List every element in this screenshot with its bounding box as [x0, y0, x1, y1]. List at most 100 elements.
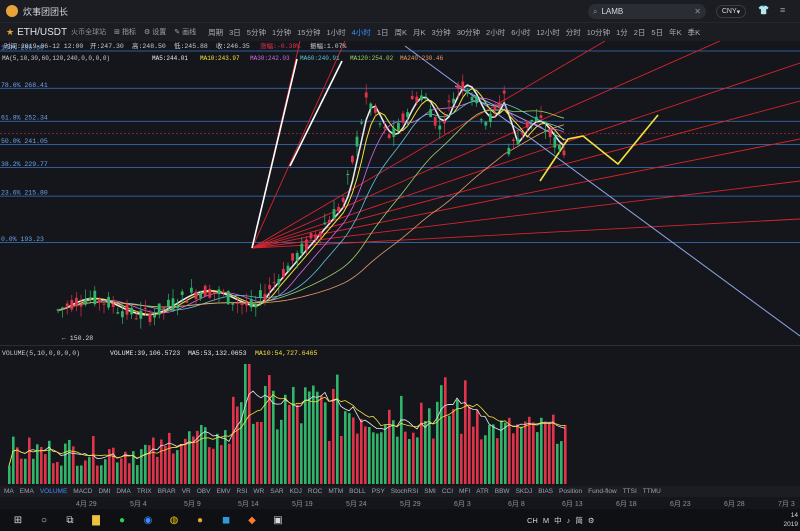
interval-10[interactable]: 3分钟	[431, 27, 451, 37]
app-dark-icon[interactable]: ▣	[273, 514, 283, 526]
volume-bar	[384, 424, 387, 484]
volume-bar	[264, 385, 267, 484]
indicator-tab-ema[interactable]: EMA	[19, 488, 34, 495]
indicator-tab-volume[interactable]: VOLUME	[39, 488, 68, 495]
interval-3[interactable]: 1分钟	[271, 27, 292, 37]
indicator-tab-mfi[interactable]: MFI	[459, 488, 471, 495]
tray-item[interactable]: ⚙	[587, 515, 595, 525]
currency-select[interactable]: CNY ▾	[716, 5, 746, 18]
windows-start-icon[interactable]: ⊞	[13, 514, 23, 526]
indicator-tab-roc[interactable]: ROC	[307, 488, 323, 495]
price-chart[interactable]: 100% 286.60 78.6% 268.41 61.8% 252.34 50.0%…	[0, 40, 800, 345]
clock[interactable]: 14 2019	[784, 511, 798, 529]
indicator-tab-obv[interactable]: OBV	[196, 488, 211, 495]
indicator-tab-boll[interactable]: BOLL	[349, 488, 366, 495]
indicator-tab-fund-flow[interactable]: Fund-flow	[588, 488, 617, 495]
volume-bar	[496, 438, 499, 484]
tray-item[interactable]: 简	[575, 515, 583, 525]
volume-bar	[424, 421, 427, 484]
indicator-tab-bbw[interactable]: BBW	[494, 488, 510, 495]
interval-18[interactable]: 2日	[633, 27, 646, 37]
interval-15[interactable]: 分时	[565, 27, 581, 37]
search-input[interactable]	[601, 7, 682, 16]
interval-17[interactable]: 1分	[616, 27, 628, 37]
app-orange-icon[interactable]: ◆	[248, 514, 256, 526]
pair-selector[interactable]: ★ ETH/USDT 火币全球站	[6, 27, 106, 38]
indicator-tab-sar[interactable]: SAR	[270, 488, 284, 495]
indicator-tab-stochrsi[interactable]: StochRSI	[390, 488, 419, 495]
interval-8[interactable]: 周K	[394, 27, 407, 37]
indicator-tab-ttsi[interactable]: TTSI	[622, 488, 637, 495]
tray-item[interactable]: ♪	[566, 515, 571, 525]
indicator-tab-cci[interactable]: CCI	[441, 488, 454, 495]
indicator-tab-ma[interactable]: MA	[4, 488, 14, 495]
browser-icon[interactable]: ◉	[143, 514, 153, 526]
search-icon[interactable]: ○	[40, 514, 48, 526]
interval-1[interactable]: 3日	[229, 27, 241, 37]
interval-2[interactable]: 5分钟	[246, 27, 266, 37]
draw-button[interactable]: ✎ 画线	[174, 27, 196, 37]
indicator-tab-brar[interactable]: BRAR	[157, 488, 176, 495]
interval-13[interactable]: 6小时	[511, 27, 531, 37]
search-box[interactable]: ⌕ ✕	[588, 4, 706, 19]
settings-button[interactable]: ⚙ 设置	[144, 27, 166, 37]
media-icon[interactable]: ●	[196, 514, 204, 526]
indicator-tab-bias[interactable]: BIAS	[538, 488, 554, 495]
indicator-tab-skdj[interactable]: SKDJ	[515, 488, 533, 495]
tray-item[interactable]: CH	[527, 515, 538, 525]
volume-bar	[200, 424, 203, 484]
volume-panel[interactable]: VOLUME(5,10,0,0,0,0) VOLUME:39,106.5723 …	[0, 345, 800, 485]
interval-4[interactable]: 15分钟	[297, 27, 321, 37]
interval-9[interactable]: 月K	[413, 27, 426, 37]
volume-bar	[120, 458, 123, 484]
volume-bar	[156, 456, 159, 484]
indicator-tab-atr[interactable]: ATR	[476, 488, 489, 495]
clear-icon[interactable]: ✕	[694, 7, 701, 16]
indicator-tab-macd[interactable]: MACD	[73, 488, 93, 495]
indicator-tab-dma[interactable]: DMA	[116, 488, 131, 495]
menu-icon[interactable]: ≡	[780, 5, 786, 15]
date-label: 7月 3	[778, 501, 795, 508]
interval-12[interactable]: 2小时	[486, 27, 506, 37]
indicator-tab-vr[interactable]: VR	[181, 488, 191, 495]
interval-19[interactable]: 5日	[651, 27, 664, 37]
indicator-tab-rsi[interactable]: RSI	[236, 488, 248, 495]
interval-0[interactable]: 周期	[208, 27, 224, 37]
candle-body	[144, 307, 147, 309]
chrome-icon[interactable]: ◍	[169, 514, 179, 526]
shirt-icon[interactable]: 👕	[758, 5, 770, 15]
candle-body	[65, 303, 69, 307]
interval-list: 周期 3日 5分钟 1分钟 15分钟 1小时 4小时 1日 周K 月K 3分钟 30分钟 2小时 6小时 1…	[208, 27, 700, 38]
indicator-tab-ttmu[interactable]: TTMU	[642, 488, 661, 495]
interval-5[interactable]: 1小时	[326, 27, 346, 37]
indicator-tab-smi[interactable]: SMI	[424, 488, 436, 495]
tray-item[interactable]: 中	[554, 515, 562, 525]
interval-16[interactable]: 10分钟	[586, 27, 611, 37]
indicator-tab-wr[interactable]: WR	[253, 488, 265, 495]
app-green-icon[interactable]: ●	[118, 514, 126, 526]
indicator-tab-dmi[interactable]: DMI	[98, 488, 111, 495]
indicator-tab-kdj[interactable]: KDJ	[289, 488, 302, 495]
star-icon[interactable]: ★	[6, 26, 15, 37]
volume-bar	[508, 417, 511, 484]
interval-6[interactable]: 4小时	[351, 27, 371, 37]
interval-20[interactable]: 年K	[669, 27, 682, 37]
tray-item[interactable]: M	[542, 515, 550, 525]
candle-body	[383, 127, 386, 129]
indicator-tab-trix[interactable]: TRIX	[136, 488, 152, 495]
indicator-tab-position[interactable]: Position	[559, 488, 583, 495]
interval-14[interactable]: 12小时	[536, 27, 560, 37]
candle-body	[88, 297, 92, 300]
candle-body	[153, 314, 156, 318]
indicator-tab-emv[interactable]: EMV	[216, 488, 231, 495]
app-blue-icon[interactable]: ◼	[221, 514, 231, 526]
task-view-icon[interactable]: ⧉	[66, 514, 74, 526]
interval-11[interactable]: 30分钟	[456, 27, 481, 37]
indicator-tab-mtm[interactable]: MTM	[328, 488, 344, 495]
interval-7[interactable]: 1日	[376, 27, 389, 37]
indicators-button[interactable]: ⊞ 指标	[114, 27, 136, 37]
volume-bar	[304, 387, 307, 484]
interval-21[interactable]: 季K	[687, 27, 701, 37]
indicator-tab-psy[interactable]: PSY	[371, 488, 385, 495]
file-explorer-icon[interactable]: ▇	[92, 514, 100, 526]
